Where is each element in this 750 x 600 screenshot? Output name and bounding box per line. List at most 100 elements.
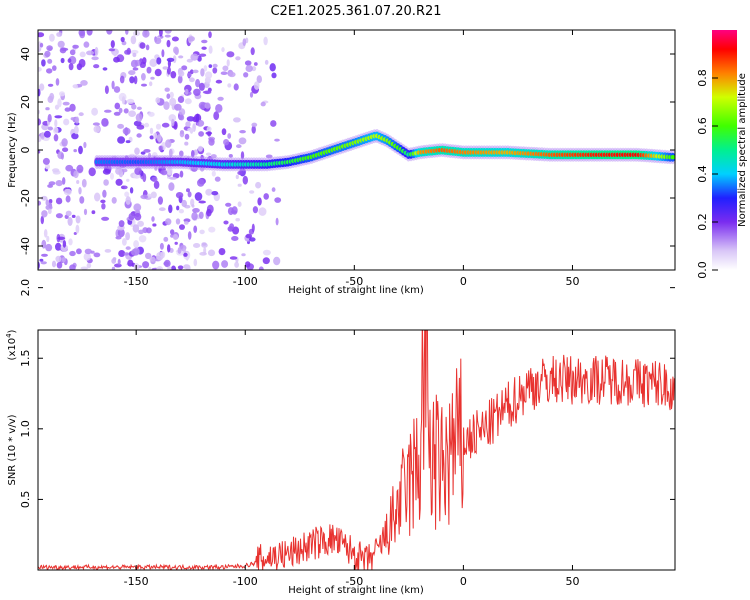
heatmap-cell	[101, 203, 106, 210]
heatmap-cell	[141, 83, 147, 87]
colorbar: 0.0 0.2 0.4 0.6 0.8 Normalized spectral ampl…	[696, 30, 748, 279]
heatmap-cell	[141, 73, 146, 81]
x-tick-label: 0	[460, 275, 467, 288]
heatmap-cell	[42, 157, 50, 165]
heatmap-cell	[111, 258, 117, 264]
heatmap-cell	[128, 110, 137, 117]
heatmap-cell	[228, 154, 233, 158]
heatmap-cell	[55, 255, 62, 263]
snr-scale-label: (x10	[7, 338, 18, 361]
heatmap-cell	[193, 243, 201, 248]
heatmap-cell	[78, 112, 84, 117]
heatmap-cell	[145, 252, 152, 260]
heatmap-cell	[166, 57, 175, 63]
heatmap-cell	[217, 96, 224, 101]
heatmap-cell	[149, 256, 156, 262]
heatmap-cell	[52, 65, 57, 71]
heatmap-cell	[46, 68, 53, 74]
heatmap-cell	[124, 191, 130, 198]
heatmap-cell	[205, 152, 212, 156]
heatmap-cell	[53, 126, 59, 134]
heatmap-cell	[76, 248, 82, 255]
heatmap-cell	[83, 141, 87, 149]
heatmap-cell	[148, 111, 155, 117]
heatmap-cell	[139, 42, 146, 49]
x-tick-label: -150	[124, 275, 149, 288]
heatmap-cell	[110, 172, 114, 180]
heatmap-cell	[208, 31, 212, 39]
heatmap-cell	[265, 154, 273, 159]
heatmap-cell	[170, 265, 177, 270]
heatmap-cell	[193, 88, 201, 97]
heatmap-cell	[201, 242, 207, 246]
heatmap-cell	[191, 212, 198, 221]
heatmap-cell	[179, 130, 185, 138]
heatmap-cell	[196, 113, 200, 123]
heatmap-cell	[102, 189, 107, 198]
heatmap-cell	[56, 32, 63, 37]
colorbar-tick-label: 0.4	[696, 165, 709, 183]
heatmap-cell	[171, 118, 175, 127]
heatmap-cell	[93, 64, 100, 69]
heatmap-cell	[40, 132, 45, 140]
heatmap-cell	[94, 46, 99, 56]
heatmap-cell	[179, 114, 185, 121]
snr-scale-factor: (x104)	[5, 329, 18, 360]
heatmap-cell	[233, 83, 239, 91]
spectrogram-y-label: Frequency (Hz)	[7, 112, 18, 188]
heatmap-cell	[169, 248, 174, 253]
heatmap-cell	[187, 72, 192, 78]
heatmap-cell	[235, 174, 239, 180]
x-tick-label: -100	[233, 575, 258, 588]
heatmap-cell	[118, 250, 126, 257]
x-tick-label: -150	[124, 575, 149, 588]
y-tick-label: 1.5	[19, 349, 32, 367]
heatmap-cell	[68, 63, 74, 71]
heatmap-cell	[253, 62, 258, 66]
heatmap-cell	[237, 171, 243, 175]
heatmap-cell	[221, 260, 229, 268]
heatmap-cell	[243, 72, 249, 78]
heatmap-cell	[104, 85, 109, 94]
heatmap-cell	[184, 133, 190, 140]
heatmap-cell	[43, 229, 48, 238]
heatmap-cell	[225, 202, 232, 207]
heatmap-cell	[76, 164, 84, 173]
heatmap-cell	[208, 138, 215, 146]
heatmap-cell	[211, 170, 216, 177]
heatmap-cell	[190, 53, 199, 61]
heatmap-cell	[171, 36, 179, 42]
heatmap-cell	[227, 133, 232, 139]
heatmap-cell	[183, 252, 188, 257]
heatmap-cell	[191, 204, 195, 208]
heatmap-cell	[170, 71, 177, 79]
heatmap-cell	[146, 227, 152, 234]
heatmap-cell	[41, 253, 48, 257]
heatmap-cell	[73, 125, 79, 135]
heatmap-cell	[75, 116, 80, 124]
heatmap-cell	[185, 121, 191, 128]
heatmap-cell	[174, 103, 182, 111]
heatmap-cell	[71, 214, 76, 218]
colorbar-tick-label: 0.6	[696, 117, 709, 135]
heatmap-cell	[153, 180, 160, 189]
heatmap-cell	[127, 219, 133, 225]
x-tick-label: -50	[345, 575, 363, 588]
heatmap-cell	[255, 181, 262, 189]
heatmap-cell	[62, 177, 66, 185]
heatmap-cell	[200, 68, 205, 77]
heatmap-cell	[45, 163, 50, 170]
y-tick-label: 20	[19, 95, 32, 109]
heatmap-cell	[123, 108, 129, 114]
heatmap-cell	[258, 266, 264, 270]
heatmap-cell	[134, 167, 142, 176]
heatmap-cell	[164, 30, 172, 34]
heatmap-cell	[102, 168, 111, 175]
heatmap-cell	[133, 240, 140, 249]
heatmap-cell	[43, 130, 51, 138]
heatmap-cell	[39, 83, 45, 91]
heatmap-cell	[181, 65, 188, 71]
heatmap-cell	[198, 82, 205, 91]
heatmap-cell	[121, 96, 126, 105]
heatmap-cell	[275, 217, 279, 226]
